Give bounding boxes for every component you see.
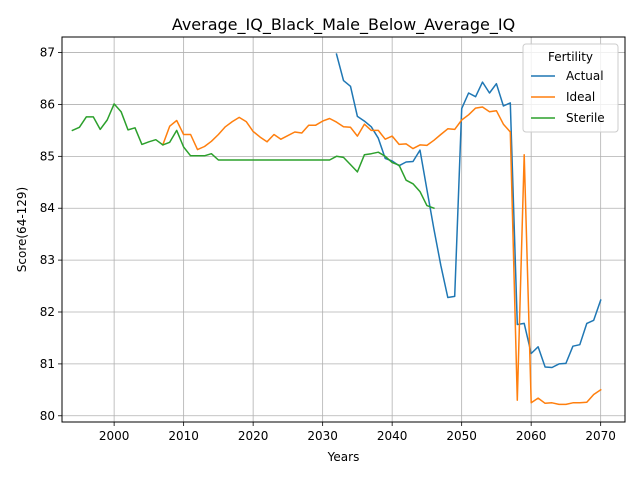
chart-title: Average_IQ_Black_Male_Below_Average_IQ xyxy=(172,15,515,35)
y-tick-label: 84 xyxy=(40,201,55,215)
y-tick-label: 80 xyxy=(40,409,55,423)
x-tick-label: 2050 xyxy=(446,429,477,443)
legend-title: Fertility xyxy=(548,50,593,64)
x-tick-label: 2010 xyxy=(168,429,199,443)
x-tick-label: 2040 xyxy=(377,429,408,443)
legend-label-sterile: Sterile xyxy=(566,111,605,125)
x-tick-label: 2020 xyxy=(238,429,269,443)
x-tick-label: 2030 xyxy=(307,429,338,443)
y-tick-label: 82 xyxy=(40,305,55,319)
legend-label-ideal: Ideal xyxy=(566,90,595,104)
y-tick-label: 81 xyxy=(40,357,55,371)
y-tick-label: 87 xyxy=(40,46,55,60)
y-axis-label: Score(64-129) xyxy=(15,187,29,272)
y-tick-label: 85 xyxy=(40,149,55,163)
legend-label-actual: Actual xyxy=(566,69,604,83)
x-tick-label: 2000 xyxy=(99,429,130,443)
y-tick-label: 86 xyxy=(40,97,55,111)
x-tick-label: 2070 xyxy=(585,429,616,443)
y-tick-label: 83 xyxy=(40,253,55,267)
legend: Fertility Actual Ideal Sterile xyxy=(523,44,618,132)
x-axis-label: Years xyxy=(327,450,360,464)
x-tick-label: 2060 xyxy=(516,429,547,443)
